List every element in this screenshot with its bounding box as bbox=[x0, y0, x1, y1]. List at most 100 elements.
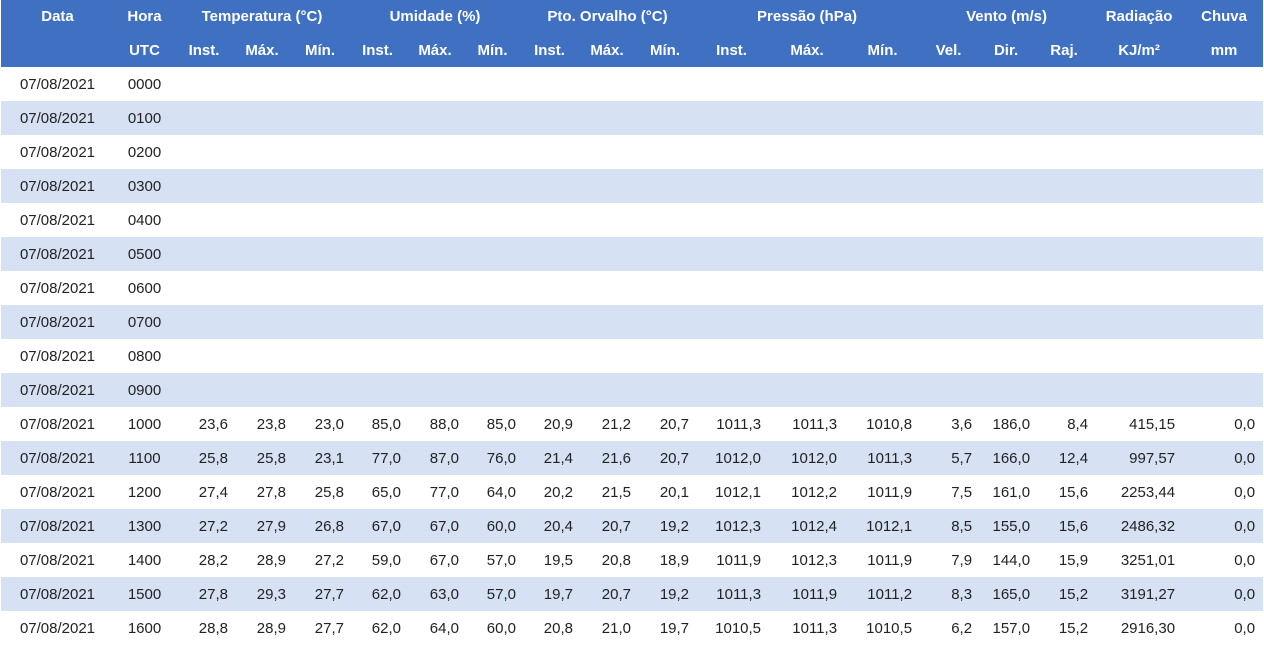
cell-vento-dir bbox=[977, 237, 1036, 271]
table-row: 07/08/2021 1100 25,8 25,8 23,1 77,0 87,0 76,0 21… bbox=[1, 441, 1264, 475]
cell-orv-min bbox=[636, 305, 695, 339]
table-row: 07/08/2021 0500 bbox=[1, 237, 1264, 271]
cell-umid-max bbox=[406, 101, 464, 135]
subheader-pres-min: Mín. bbox=[845, 33, 921, 67]
cell-vento-raj: 15,6 bbox=[1035, 509, 1094, 543]
cell-orv-min: 20,7 bbox=[636, 441, 695, 475]
table-row: 07/08/2021 0200 bbox=[1, 135, 1263, 169]
cell-vento-dir bbox=[977, 135, 1035, 169]
cell-chuva: 0,0 bbox=[1185, 577, 1264, 611]
cell-umid-inst: 62,0 bbox=[349, 577, 406, 611]
table-row: 07/08/2021 1500 27,8 29,3 27,7 62,0 63,0 57,0 19… bbox=[1, 577, 1264, 611]
table-row: 07/08/2021 0800 bbox=[1, 339, 1263, 373]
cell-chuva bbox=[1185, 67, 1263, 101]
cell-date: 07/08/2021 bbox=[19, 619, 96, 637]
cell-orv-max: 21,0 bbox=[601, 619, 631, 637]
cell-vento-vel: 8,5 bbox=[920, 509, 978, 543]
cell-orv-max bbox=[578, 339, 636, 373]
cell-pres-max bbox=[769, 373, 846, 407]
cell-umid-max bbox=[406, 67, 464, 101]
cell-umid-inst: 85,0 bbox=[371, 415, 401, 433]
cell-hora: 0700 bbox=[114, 305, 175, 339]
cell-orv-max: 20,7 bbox=[578, 577, 636, 611]
cell-umid-max bbox=[406, 203, 464, 237]
cell-temp-max: 27,8 bbox=[256, 483, 286, 501]
cell-hora: 1200 bbox=[127, 483, 162, 501]
subheader-orv-max: Máx. bbox=[578, 33, 636, 67]
table-row: 07/08/2021 0300 bbox=[1, 169, 1264, 203]
table-row: 07/08/2021 0000 bbox=[1, 67, 1263, 101]
cell-umid-min bbox=[464, 271, 521, 305]
cell-vento-raj: 12,4 bbox=[1035, 441, 1094, 475]
cell-orv-inst bbox=[521, 237, 578, 271]
cell-temp-inst: 27,8 bbox=[175, 577, 233, 611]
cell-hora: 1500 bbox=[114, 577, 175, 611]
cell-temp-min bbox=[291, 373, 349, 407]
cell-vento-vel: 6,2 bbox=[951, 619, 973, 637]
cell-orv-min bbox=[636, 169, 695, 203]
cell-umid-inst bbox=[349, 101, 406, 135]
cell-hora: 1600 bbox=[127, 619, 162, 637]
cell-orv-inst bbox=[521, 271, 578, 305]
cell-pres-inst: 1011,3 bbox=[694, 577, 770, 611]
cell-umid-min: 60,0 bbox=[464, 509, 521, 543]
table-row: 07/08/2021 1200 27,4 27,8 25,8 65,0 77,0 64,0 20… bbox=[1, 475, 1263, 509]
cell-temp-min bbox=[291, 203, 349, 237]
cell-vento-dir: 155,0 bbox=[977, 509, 1036, 543]
cell-temp-min bbox=[291, 67, 349, 101]
cell-pres-max bbox=[769, 67, 845, 101]
subheader-temp-min: Mín. bbox=[291, 33, 349, 67]
cell-chuva bbox=[1185, 203, 1263, 237]
cell-temp-max bbox=[233, 237, 291, 271]
cell-temp-max bbox=[233, 305, 291, 339]
cell-pres-max bbox=[769, 135, 845, 169]
cell-orv-max: 21,2 bbox=[601, 415, 631, 433]
cell-temp-inst bbox=[175, 169, 233, 203]
cell-pres-min bbox=[845, 67, 920, 101]
cell-orv-min: 19,2 bbox=[636, 577, 695, 611]
cell-umid-max bbox=[406, 135, 464, 169]
cell-date: 07/08/2021 bbox=[1, 169, 114, 203]
cell-date: 07/08/2021 bbox=[19, 415, 96, 433]
cell-date: 07/08/2021 bbox=[19, 551, 96, 569]
cell-hora: 0000 bbox=[127, 75, 162, 93]
cell-vento-dir bbox=[977, 101, 1036, 135]
cell-orv-max: 21,5 bbox=[601, 483, 631, 501]
cell-chuva: 0,0 bbox=[1234, 619, 1256, 637]
cell-vento-vel bbox=[920, 271, 977, 305]
cell-umid-max bbox=[406, 271, 464, 305]
cell-hora: 0200 bbox=[127, 143, 162, 161]
cell-umid-max bbox=[406, 169, 464, 203]
cell-radiacao bbox=[1093, 237, 1186, 271]
cell-temp-max bbox=[233, 339, 291, 373]
cell-temp-inst bbox=[175, 101, 233, 135]
cell-date: 07/08/2021 bbox=[19, 211, 96, 229]
cell-vento-dir: 157,0 bbox=[992, 619, 1031, 637]
cell-temp-min bbox=[291, 339, 349, 373]
cell-vento-vel bbox=[920, 135, 977, 169]
cell-pres-inst bbox=[694, 67, 769, 101]
cell-temp-min: 27,7 bbox=[291, 577, 349, 611]
cell-temp-inst bbox=[175, 67, 233, 101]
group-temperatura-header: Temperatura (°C) bbox=[175, 0, 349, 33]
cell-pres-inst bbox=[694, 305, 770, 339]
cell-umid-min: 57,0 bbox=[486, 551, 516, 569]
cell-hora: 0300 bbox=[114, 169, 175, 203]
table-row: 07/08/2021 1600 28,8 28,9 27,7 62,0 64,0 60,0 20… bbox=[1, 611, 1263, 645]
cell-pres-min: 1010,5 bbox=[866, 619, 913, 637]
cell-pres-max bbox=[769, 203, 845, 237]
cell-umid-inst: 59,0 bbox=[371, 551, 401, 569]
cell-pres-inst: 1011,9 bbox=[716, 551, 762, 569]
cell-vento-vel bbox=[920, 101, 978, 135]
cell-umid-max: 63,0 bbox=[406, 577, 464, 611]
cell-vento-raj: 15,9 bbox=[1058, 551, 1089, 569]
cell-umid-inst: 62,0 bbox=[371, 619, 401, 637]
cell-orv-min: 19,2 bbox=[636, 509, 695, 543]
cell-umid-inst bbox=[349, 237, 406, 271]
cell-orv-inst: 20,4 bbox=[521, 509, 578, 543]
cell-temp-inst: 27,2 bbox=[175, 509, 233, 543]
cell-temp-min bbox=[291, 169, 349, 203]
cell-pres-max: 1012,2 bbox=[791, 483, 838, 501]
subheader-pres-inst: Inst. bbox=[694, 33, 770, 67]
cell-orv-inst bbox=[521, 169, 578, 203]
